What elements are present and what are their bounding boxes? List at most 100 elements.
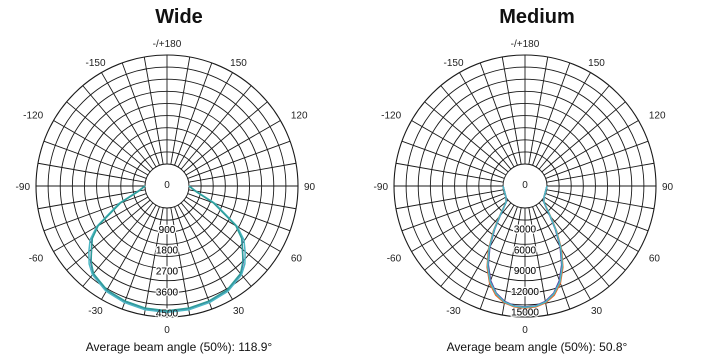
grid-spoke [53,120,149,176]
radial-tick-label: 9000 [514,266,537,277]
radial-tick-label: 12000 [511,287,539,298]
radial-tick-label: 15000 [511,307,539,318]
grid-spoke [66,199,151,271]
angle-label: -30 [446,306,461,317]
grid-spoke [528,207,549,316]
grid-spoke [401,193,505,232]
grid-spoke [66,101,151,173]
angle-label: -/+180 [511,39,540,50]
chart-title: Medium [499,6,575,28]
grid-spoke [187,193,291,232]
grid-spoke [170,207,191,316]
grid-spoke [541,101,626,173]
grid-spoke [174,62,213,166]
grid-spoke [546,162,655,183]
grid-spoke [37,189,146,210]
grid-spoke [541,199,626,271]
radial-origin-label: 0 [164,180,170,191]
grid-spoke [535,72,591,168]
radial-tick-label: 3000 [514,225,537,236]
grid-spoke [170,56,191,165]
grid-spoke [411,196,507,252]
angle-label: 150 [230,58,247,69]
chart-title: Wide [155,6,203,28]
radial-tick-label: 6000 [514,245,537,256]
grid-spoke [411,120,507,176]
grid-spoke [101,72,157,168]
grid-spoke [174,206,213,310]
angle-label: 30 [591,306,603,317]
grid-spoke [185,196,281,252]
angle-label: 60 [291,254,303,265]
radial-tick-label: 2700 [156,267,179,278]
polar-grid [393,54,657,318]
grid-spoke [82,85,154,170]
angle-label: -120 [381,111,401,122]
grid-spoke [459,204,515,300]
angle-label: -120 [23,111,43,122]
grid-spoke [187,140,291,179]
grid-spoke [538,85,610,170]
angle-label: -60 [29,254,44,265]
angle-label: 90 [662,182,674,193]
grid-spoke [395,189,504,210]
grid-spoke [183,199,268,271]
beam-angle-caption: Average beam angle (50%): 50.8° [446,340,628,354]
radial-tick-label: 900 [159,225,176,236]
polar-plot: -/+180 150 120 90 60 30 0 -30 -60 -90 -120 -150 0 300… [374,39,674,336]
grid-spoke [53,196,149,252]
grid-spoke [424,101,509,173]
grid-spoke [188,162,297,183]
grid-spoke [43,140,147,179]
grid-spoke [479,62,518,166]
grid-spoke [535,204,591,300]
grid-spoke [188,189,297,210]
grid-spoke [395,162,504,183]
series-line [486,185,564,309]
grid-spoke [82,202,154,287]
radial-tick-label: 6000 [514,245,537,256]
grid-spoke [183,101,268,173]
angle-label: 120 [291,111,308,122]
radial-tick-label: 2700 [156,267,179,278]
radial-tick-label: 3600 [156,287,179,298]
grid-spoke [177,204,233,300]
grid-spoke [185,120,281,176]
grid-spoke [545,193,649,232]
grid-spoke [180,85,252,170]
angle-label: 90 [304,182,316,193]
grid-spoke [532,206,571,310]
angle-label: 120 [649,111,666,122]
polar-plot: -/+180 150 120 90 60 30 0 -30 -60 -90 -120 -150 0 900… [16,39,316,336]
angle-label: 0 [522,325,528,336]
grid-spoke [532,62,571,166]
grid-spoke [479,206,518,310]
grid-spoke [121,206,160,310]
angle-label: -/+180 [153,39,182,50]
grid-spoke [501,56,522,165]
radial-origin-label: 0 [522,180,528,191]
radial-tick-label: 4500 [156,308,179,319]
grid-spoke [459,72,515,168]
grid-spoke [546,189,655,210]
angle-label: 0 [164,325,170,336]
grid-spoke [545,140,649,179]
radial-tick-label: 15000 [511,307,539,318]
polar-grid [35,54,299,318]
angle-label: -30 [88,306,103,317]
series-line [90,185,244,312]
polar-chart-medium: Medium -/+180 150 120 90 60 30 0 -30 -60 -90 -120-… [358,0,716,358]
grid-spoke [528,56,549,165]
grid-spoke [424,199,509,271]
grid-spoke [37,162,146,183]
radial-tick-label: 9000 [514,266,537,277]
angle-label: -90 [16,182,31,193]
grid-spoke [440,85,512,170]
angle-label: -150 [85,58,105,69]
angle-label: 30 [233,306,245,317]
grid-spoke [543,196,639,252]
grid-spoke [180,202,252,287]
grid-spoke [121,62,160,166]
radial-tick-label: 1800 [156,246,179,257]
grid-spoke [43,193,147,232]
